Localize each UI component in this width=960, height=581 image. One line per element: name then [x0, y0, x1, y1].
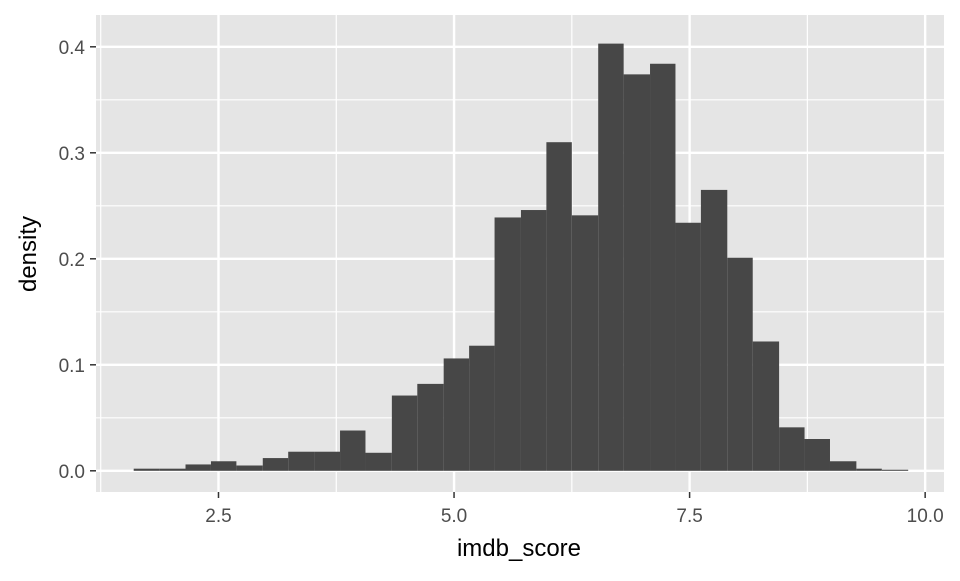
x-axis-ticks: 2.5 5.0 7.5 10.0	[205, 492, 944, 527]
histogram-bar	[700, 189, 728, 471]
x-tick-label: 5.0	[441, 506, 467, 527]
histogram-bar	[675, 222, 701, 471]
histogram-bar	[236, 465, 263, 471]
histogram-bar	[829, 461, 857, 471]
histogram-bar	[598, 43, 624, 471]
y-tick-label: 0.2	[59, 250, 85, 271]
histogram-bar	[623, 74, 651, 471]
histogram-bar	[417, 383, 444, 471]
histogram-bar	[314, 451, 341, 471]
histogram-bar	[443, 358, 470, 471]
x-tick-label: 2.5	[205, 506, 231, 527]
y-tick-label: 0.3	[59, 144, 85, 165]
histogram-bar	[520, 210, 547, 471]
histogram-bar	[856, 468, 882, 471]
histogram-bar	[494, 217, 521, 471]
histogram-bar	[133, 468, 160, 471]
histogram-bar	[288, 451, 315, 471]
histogram-bar	[881, 469, 909, 471]
histogram-bar	[365, 452, 392, 471]
y-axis-ticks: 0.0 0.1 0.2 0.3 0.4	[59, 38, 96, 483]
histogram-bars	[133, 43, 909, 471]
histogram-bar	[804, 439, 830, 471]
histogram-bar	[727, 257, 753, 471]
histogram-bar	[469, 345, 495, 471]
histogram-bar	[779, 427, 805, 471]
histogram-bar	[210, 461, 237, 471]
histogram-bar	[752, 341, 780, 471]
histogram-bar	[159, 468, 186, 471]
x-axis-title: imdb_score	[457, 535, 581, 562]
histogram-bar	[571, 215, 599, 471]
histogram-bar	[391, 395, 418, 471]
y-tick-label: 0.4	[59, 38, 86, 59]
y-tick-label: 0.0	[59, 462, 85, 483]
y-axis-title: density	[15, 216, 42, 292]
histogram-bar	[262, 458, 289, 471]
histogram-bar	[185, 464, 211, 471]
x-tick-label: 10.0	[907, 506, 944, 527]
y-tick-label: 0.1	[59, 356, 85, 377]
x-tick-label: 7.5	[676, 506, 702, 527]
histogram-bar	[340, 430, 366, 471]
histogram-bar	[546, 142, 572, 471]
histogram-bar	[650, 63, 676, 471]
